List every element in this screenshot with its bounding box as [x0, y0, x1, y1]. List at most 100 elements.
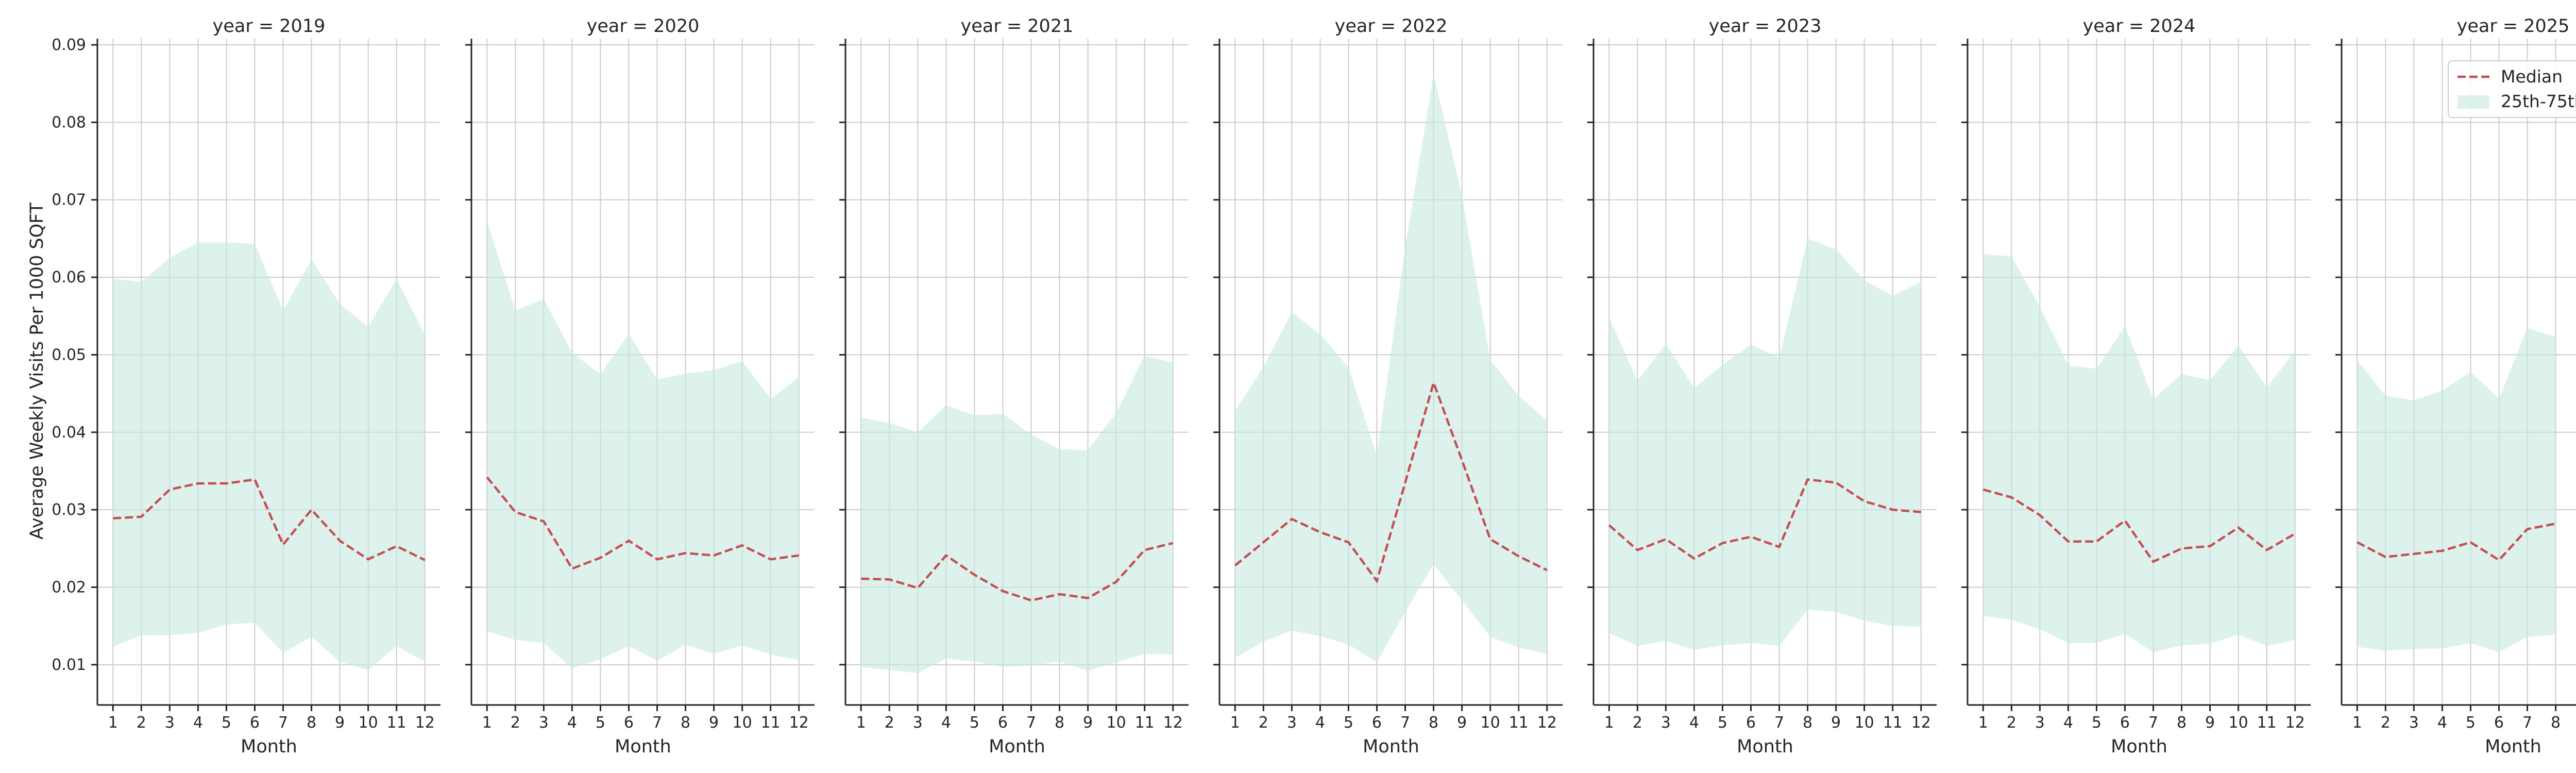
x-tick-label: 8: [307, 714, 316, 732]
x-tick-label: 2: [2381, 714, 2391, 732]
x-tick-label: 5: [2092, 714, 2102, 732]
y-axis-label: Average Weekly Visits Per 1000 SQFT: [27, 202, 47, 540]
x-tick-label: 4: [567, 714, 577, 732]
x-tick-label: 3: [1287, 714, 1297, 732]
x-tick-label: 5: [222, 714, 231, 732]
x-axis-label: Month: [241, 736, 297, 757]
y-tick-label: 0.07: [52, 191, 86, 209]
x-axis-label: Month: [2111, 736, 2167, 757]
y-tick-label: 0.03: [52, 501, 86, 519]
x-tick-label: 6: [1372, 714, 1382, 732]
percentile-band: [1235, 74, 1547, 663]
y-tick-label: 0.09: [52, 36, 86, 54]
panel-title: year = 2021: [961, 16, 1074, 37]
x-tick-label: 5: [1344, 714, 1353, 732]
x-axis-label: Month: [615, 736, 671, 757]
x-tick-label: 10: [1855, 714, 1874, 732]
x-tick-label: 6: [2494, 714, 2504, 732]
x-tick-label: 4: [1689, 714, 1699, 732]
panel-title: year = 2022: [1335, 16, 1448, 37]
x-tick-label: 7: [278, 714, 288, 732]
y-tick-label: 0.01: [52, 656, 86, 674]
median-line: [486, 476, 800, 570]
panel-1: 0.010.020.030.040.050.060.070.080.091 2 3 4…: [52, 16, 440, 757]
x-tick-label: 2: [885, 714, 894, 732]
x-tick-label: 8: [2177, 714, 2187, 732]
x-tick-label: 4: [941, 714, 951, 732]
median-line: [113, 478, 426, 561]
x-tick-label: 11: [1509, 714, 1529, 732]
x-tick-label: 4: [2063, 714, 2073, 732]
x-tick-label: 3: [2035, 714, 2045, 732]
x-tick-label: 3: [913, 714, 923, 732]
percentile-band: [1609, 238, 1921, 650]
x-axis-label: Month: [1737, 736, 1793, 757]
x-axis-label: Month: [2485, 736, 2541, 757]
x-tick-label: 9: [335, 714, 345, 732]
x-tick-label: 12: [1911, 714, 1931, 732]
y-tick-label: 0.06: [52, 268, 86, 287]
x-tick-label: 3: [539, 714, 549, 732]
x-tick-label: 1: [1978, 714, 1988, 732]
x-tick-label: 10: [1481, 714, 1500, 732]
legend-median-label: Median: [2501, 66, 2563, 87]
panel-title: year = 2020: [587, 16, 700, 37]
y-tick-label: 0.04: [52, 424, 86, 442]
percentile-band: [113, 242, 425, 670]
x-tick-label: 3: [165, 714, 175, 732]
x-tick-label: 1: [856, 714, 866, 732]
x-tick-label: 1: [482, 714, 492, 732]
x-tick-label: 8: [1429, 714, 1438, 732]
x-tick-label: 10: [1107, 714, 1126, 732]
y-tick-label: 0.08: [52, 113, 86, 131]
x-tick-label: 7: [2522, 714, 2532, 732]
x-tick-label: 11: [2257, 714, 2277, 732]
percentile-band: [1983, 254, 2295, 652]
median-line: [1608, 478, 1921, 560]
x-tick-label: 9: [1457, 714, 1467, 732]
median-line: [1234, 379, 1548, 584]
x-tick-label: 5: [596, 714, 605, 732]
x-tick-label: 5: [970, 714, 979, 732]
x-tick-label: 10: [733, 714, 752, 732]
legend: Median 25th-75th Percentile: [2448, 60, 2576, 118]
median-line: [1982, 488, 2296, 563]
x-tick-label: 3: [1661, 714, 1671, 732]
x-tick-label: 2: [1633, 714, 1642, 732]
x-tick-label: 2: [2007, 714, 2016, 732]
x-tick-label: 7: [1400, 714, 1410, 732]
panel-title: year = 2024: [2083, 16, 2196, 37]
x-tick-label: 8: [681, 714, 690, 732]
y-tick-label: 0.02: [52, 578, 86, 596]
legend-band-label: 25th-75th Percentile: [2501, 91, 2576, 111]
x-tick-label: 11: [761, 714, 781, 732]
x-tick-label: 4: [193, 714, 203, 732]
x-tick-label: 4: [2437, 714, 2447, 732]
x-tick-label: 6: [2120, 714, 2130, 732]
x-tick-label: 2: [511, 714, 520, 732]
x-tick-label: 5: [1718, 714, 1727, 732]
x-tick-label: 11: [1135, 714, 1155, 732]
median-line: [861, 542, 1174, 602]
x-tick-label: 2: [1259, 714, 1268, 732]
x-tick-label: 8: [2551, 714, 2561, 732]
x-tick-label: 2: [137, 714, 146, 732]
x-tick-label: 12: [2285, 714, 2305, 732]
x-axis-label: Month: [1363, 736, 1419, 757]
x-tick-label: 8: [1803, 714, 1812, 732]
panel-title: year = 2025: [2457, 16, 2570, 37]
x-tick-label: 9: [1083, 714, 1093, 732]
x-tick-label: 6: [250, 714, 260, 732]
x-tick-label: 1: [1604, 714, 1614, 732]
x-tick-label: 7: [2148, 714, 2158, 732]
x-tick-label: 7: [652, 714, 662, 732]
x-tick-label: 6: [624, 714, 634, 732]
x-tick-label: 10: [2229, 714, 2248, 732]
x-tick-label: 9: [709, 714, 719, 732]
x-tick-label: 12: [1163, 714, 1183, 732]
